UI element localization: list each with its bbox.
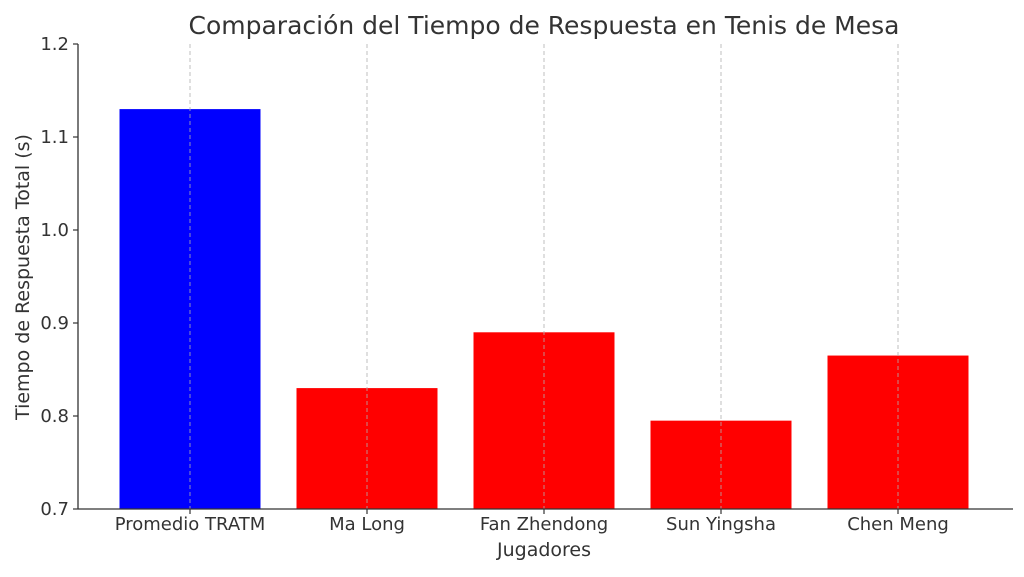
axes [77, 44, 1013, 510]
y-ticks: 0.7 0.8 0.9 1.0 1.1 1.2 [40, 34, 78, 520]
x-tick-label: Ma Long [329, 514, 405, 535]
gridlines [189, 44, 899, 509]
y-tick-label: 1.1 [40, 127, 69, 148]
bar-ma-long [296, 388, 438, 509]
x-tick-label: Fan Zhendong [480, 514, 608, 535]
y-tick-label: 0.7 [40, 499, 69, 520]
x-axis-label: Jugadores [496, 539, 591, 561]
y-tick-label: 1.0 [40, 220, 69, 241]
x-tick-label: Sun Yingsha [666, 514, 776, 535]
bar-promedio-tratm [119, 109, 261, 509]
y-tick-label: 0.8 [40, 406, 69, 427]
bar-fan-zhendong [473, 332, 615, 509]
y-axis-label: Tiempo de Respuesta Total (s) [12, 134, 34, 421]
x-tick-label: Chen Meng [847, 514, 949, 535]
chart-title: Comparación del Tiempo de Respuesta en T… [189, 11, 900, 40]
x-ticks: Promedio TRATM Ma Long Fan Zhendong Sun Yin… [115, 509, 949, 535]
y-tick-label: 0.9 [40, 313, 69, 334]
y-tick-label: 1.2 [40, 34, 69, 55]
bars [119, 109, 969, 509]
x-tick-label: Promedio TRATM [115, 514, 266, 535]
